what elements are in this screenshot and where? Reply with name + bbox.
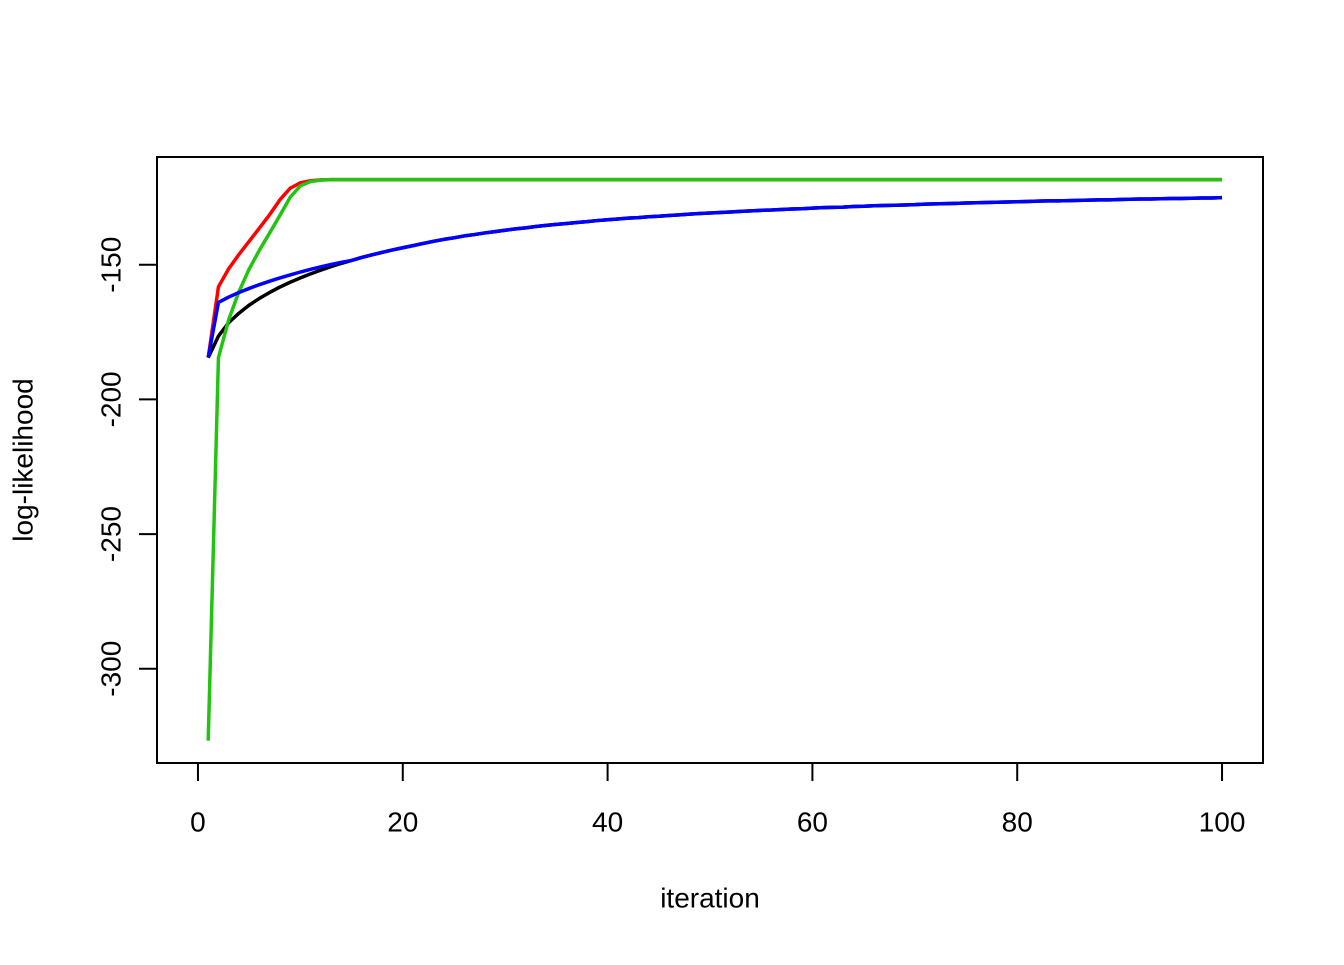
plot-frame xyxy=(156,156,1264,764)
y-tick-label: -150 xyxy=(95,237,126,293)
x-axis-label: iteration xyxy=(660,882,760,913)
x-tick-label: 40 xyxy=(592,806,623,837)
x-tick-label: 80 xyxy=(1002,806,1033,837)
y-axis-label: log-likelihood xyxy=(7,378,38,541)
x-tick-label: 0 xyxy=(190,806,206,837)
series-line xyxy=(206,177,1223,741)
x-tick-label: 20 xyxy=(387,806,418,837)
x-tick-label: 60 xyxy=(797,806,828,837)
y-tick-label: -250 xyxy=(95,506,126,562)
series-line xyxy=(206,177,1223,358)
series-line xyxy=(206,195,1223,359)
x-tick-label: 100 xyxy=(1199,806,1246,837)
series-line xyxy=(206,195,1223,358)
y-tick-label: -200 xyxy=(95,371,126,427)
y-tick-label: -300 xyxy=(95,641,126,697)
